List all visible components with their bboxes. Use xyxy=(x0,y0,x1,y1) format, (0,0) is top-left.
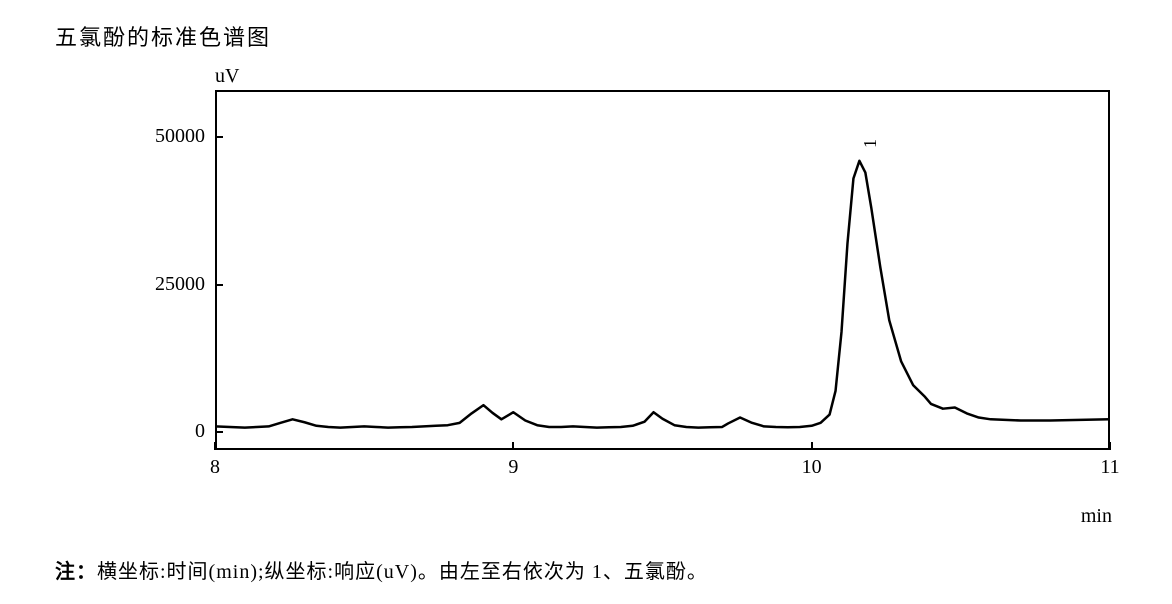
x-tick-label: 9 xyxy=(493,456,533,479)
y-tick xyxy=(215,431,223,433)
y-tick-label: 0 xyxy=(125,420,205,443)
footnote-prefix: 注： xyxy=(55,561,97,583)
x-tick-label: 8 xyxy=(195,456,235,479)
y-tick-label: 25000 xyxy=(125,273,205,296)
x-tick xyxy=(214,442,216,450)
x-tick xyxy=(512,442,514,450)
y-tick-label: 50000 xyxy=(125,125,205,148)
y-axis-label: uV xyxy=(215,65,239,88)
chromatogram-line xyxy=(215,90,1110,450)
x-tick xyxy=(1109,442,1111,450)
x-tick-label: 10 xyxy=(792,456,832,479)
x-axis-label: min xyxy=(1081,505,1112,528)
x-tick-label: 11 xyxy=(1090,456,1130,479)
chart-area: 02500050000891011 1 xyxy=(120,90,1120,510)
y-tick xyxy=(215,136,223,138)
peak-label: 1 xyxy=(860,139,881,148)
chart-title: 五氯酚的标准色谱图 xyxy=(55,20,271,52)
x-tick xyxy=(811,442,813,450)
footnote-body: 横坐标:时间(min);纵坐标:响应(uV)。由左至右依次为 1、五氯酚。 xyxy=(97,561,708,583)
y-tick xyxy=(215,284,223,286)
footnote: 注：横坐标:时间(min);纵坐标:响应(uV)。由左至右依次为 1、五氯酚。 xyxy=(55,555,708,584)
